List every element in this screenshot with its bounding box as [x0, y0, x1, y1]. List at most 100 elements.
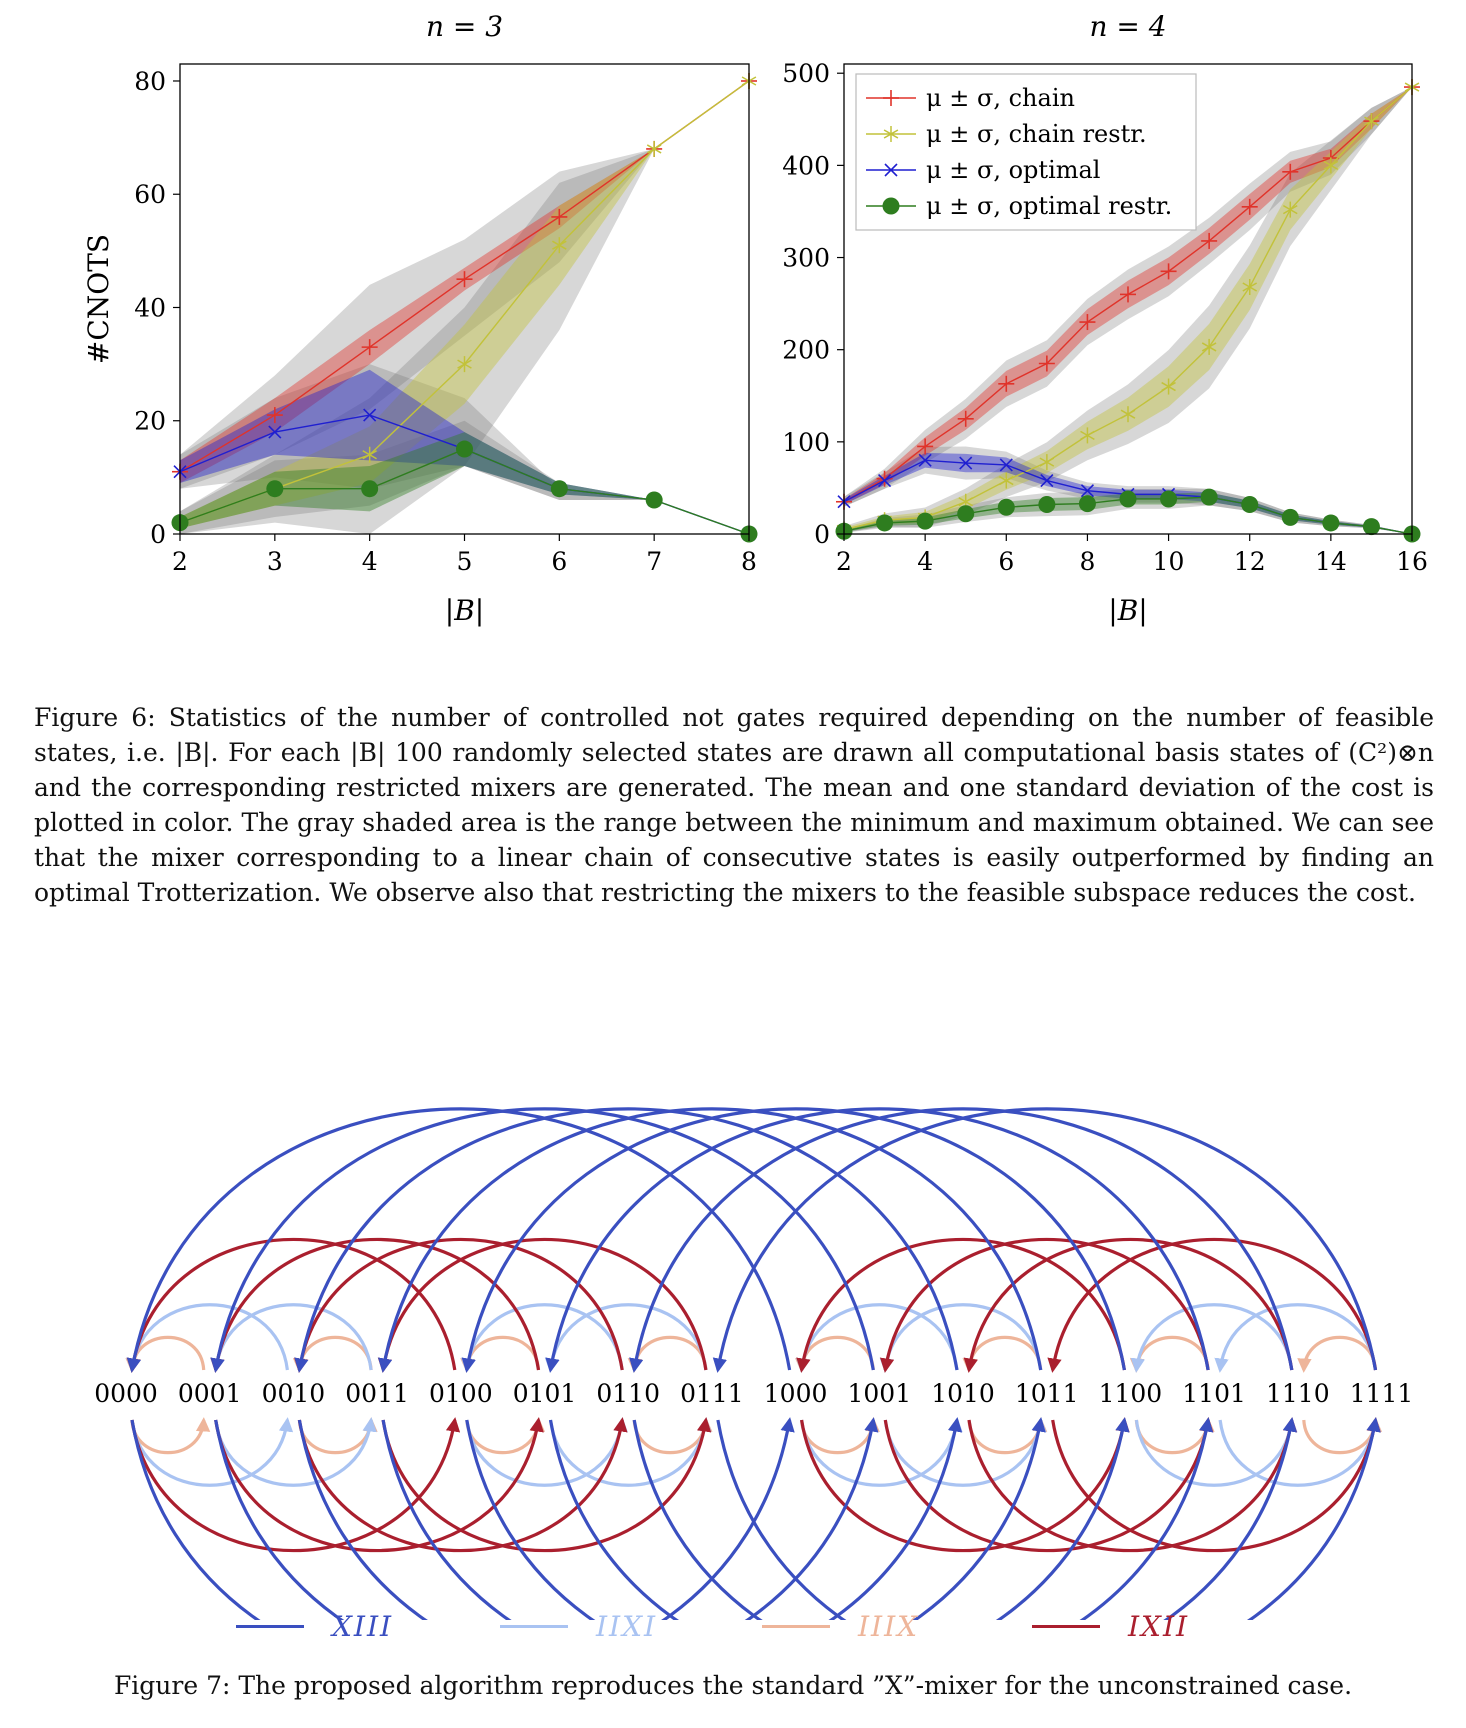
data-point-2-4: [999, 458, 1013, 472]
arc-bottom-IIXI-12: [1134, 1417, 1298, 1487]
arc-top-IXII-1: [210, 1238, 541, 1373]
arc-bottom-XIII-3: [381, 1417, 1046, 1620]
arc-top-IXII-3: [377, 1238, 708, 1373]
data-point-3-3: [957, 505, 975, 523]
arc-bottom-XIII-4: [465, 1417, 1130, 1620]
arc-bottom-IIXI-4: [465, 1417, 628, 1487]
x-tick-label: 10: [1153, 547, 1185, 576]
data-point-3-9: [1200, 488, 1218, 506]
arc-top-XIII-4: [461, 1107, 1126, 1373]
data-point-3-8: [1160, 490, 1178, 508]
arc-bottom-XIII-0: [130, 1417, 795, 1620]
data-point-1-10: [1242, 279, 1258, 296]
data-point-0-2: [917, 438, 934, 455]
x-tick-label: 8: [741, 547, 757, 576]
data-point-0-9: [1201, 232, 1218, 249]
legend-label-ixii: IXII: [1128, 1610, 1190, 1643]
legend-label-2: μ ± σ, optimal: [926, 156, 1100, 184]
state-label-bg: [1176, 1376, 1253, 1408]
arc-bottom-IIXI-1: [214, 1417, 377, 1487]
state-label-bg: [88, 1376, 164, 1408]
plot-frame: [843, 63, 1413, 535]
data-point-3-3: [456, 440, 473, 458]
arc-bottom-IXII-10: [967, 1417, 1298, 1552]
data-point-0-10: [1241, 198, 1258, 215]
legend-swatch-iiix: [762, 1625, 830, 1628]
arc-bottom-IIXI-9: [883, 1417, 1047, 1487]
arc-top-XIII-0: [126, 1107, 792, 1373]
x-tick-label: 16: [1396, 547, 1428, 576]
data-point-0-2: [361, 339, 378, 356]
y-tick-label: 80: [134, 67, 166, 96]
arc-bottom-IIIX-2: [297, 1417, 378, 1455]
range-band-1: [180, 80, 749, 535]
y-tick-label: 200: [782, 336, 830, 365]
mixer-arcs: [125, 1107, 1383, 1620]
data-point-legend-3: [882, 197, 900, 215]
state-label-0001: 0001: [178, 1379, 242, 1408]
arc-bottom-IXII-2: [297, 1417, 628, 1552]
data-point-3-5: [1038, 496, 1056, 514]
state-label-bg: [422, 1376, 499, 1408]
arc-top-IIXI-12: [1130, 1303, 1294, 1373]
state-label-1101: 1101: [1182, 1379, 1246, 1408]
figure-6-caption: Figure 6: Statistics of the number of co…: [34, 703, 1434, 907]
data-point-3-1: [266, 480, 284, 498]
state-label-1000: 1000: [764, 1379, 828, 1408]
arc-top-IIIX-8: [795, 1335, 875, 1373]
state-label-bg: [1092, 1376, 1169, 1408]
arc-bottom-IIXI-8: [800, 1417, 963, 1487]
arc-bottom-XIII-6: [632, 1417, 1297, 1620]
state-label-0110: 0110: [596, 1379, 660, 1408]
x-tick-label: 7: [646, 547, 662, 576]
data-point-0-4: [551, 208, 568, 225]
chart-legend: μ ± σ, chain μ ± σ, chain restr. μ ± σ, op…: [855, 73, 1197, 231]
data-point-3-10: [1241, 496, 1259, 514]
arc-bottom-XIII-2: [297, 1417, 963, 1620]
data-point-1-7: [1120, 406, 1136, 423]
data-point-0-11: [1282, 163, 1299, 180]
arc-bottom-IIXI-13: [1218, 1417, 1382, 1487]
arc-top-IIXI-13: [1214, 1303, 1378, 1373]
data-point-2-6: [1080, 484, 1094, 498]
legend-swatch-iixi: [500, 1625, 568, 1628]
arc-top-IXII-9: [880, 1238, 1210, 1373]
data-point-0-8: [1160, 263, 1177, 280]
arc-bottom-IIIX-8: [800, 1417, 880, 1455]
data-point-1-4: [998, 472, 1014, 489]
state-label-1001: 1001: [847, 1379, 911, 1408]
legend-label-0: μ ± σ, chain: [926, 84, 1075, 112]
y-tick-label: 20: [134, 407, 166, 436]
x-tick-label: 4: [917, 547, 933, 576]
arc-top-IIIX-4: [460, 1335, 541, 1373]
legend-label-iiix: IIIX: [858, 1610, 920, 1643]
data-point-0-3: [957, 410, 974, 427]
arc-top-IXII-11: [1047, 1238, 1378, 1373]
state-label-bg: [1343, 1376, 1420, 1408]
state-label-1011: 1011: [1015, 1379, 1079, 1408]
data-point-1-13: [1364, 113, 1379, 130]
data-point-1-9: [1201, 338, 1217, 355]
arc-bottom-XIII-1: [214, 1417, 879, 1620]
arc-bottom-IIXI-0: [130, 1417, 294, 1487]
legend-item-xiii: XIII: [236, 1610, 393, 1643]
arc-bottom-IXII-1: [214, 1417, 544, 1552]
data-point-3-2: [361, 480, 379, 498]
arc-bottom-IIIX-10: [967, 1417, 1048, 1455]
x-tick-label: 4: [362, 547, 378, 576]
y-tick-label: 40: [134, 293, 166, 322]
data-point-legend-0: [883, 90, 899, 106]
arc-top-XIII-6: [629, 1107, 1294, 1373]
arc-top-IXII-2: [294, 1238, 624, 1373]
data-point-3-4: [550, 480, 568, 498]
legend-label-1: μ ± σ, chain restr.: [926, 120, 1147, 148]
arc-bottom-IXII-11: [1051, 1417, 1381, 1552]
data-point-0-7: [1120, 286, 1136, 303]
arc-top-XIII-7: [712, 1107, 1378, 1373]
state-label-bg: [506, 1376, 583, 1408]
legend-item-ixii: IXII: [1032, 1610, 1189, 1643]
data-point-1-5: [646, 140, 662, 157]
arc-bottom-IIIX-4: [465, 1417, 546, 1455]
data-point-2-2: [918, 453, 932, 467]
